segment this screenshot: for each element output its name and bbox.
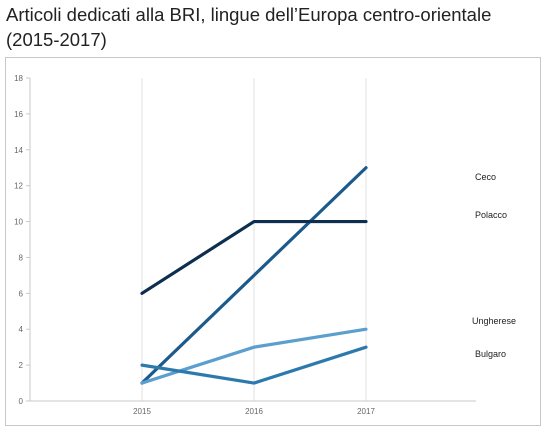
series-label-ungherese: Ungherese [472, 316, 516, 326]
y-tick-label-2: 2 [19, 361, 24, 370]
x-tick-label-2017: 2017 [357, 407, 375, 416]
y-tick-label-10: 10 [14, 218, 23, 227]
x-tick-label-2016: 2016 [245, 407, 263, 416]
y-tick-label-18: 18 [14, 74, 23, 83]
chart-title: Articoli dedicati alla BRI, lingue dell’… [6, 4, 492, 50]
y-tick-label-16: 16 [14, 110, 23, 119]
chart-frame [5, 57, 541, 426]
series-label-ceco: Ceco [475, 172, 496, 182]
y-tick-label-0: 0 [19, 397, 24, 406]
series-line-bulgaro [140, 345, 368, 385]
y-tick-label-4: 4 [19, 325, 24, 334]
y-tick-label-6: 6 [19, 289, 24, 298]
series-label-polacco: Polacco [475, 210, 507, 220]
y-tick-label-8: 8 [19, 253, 24, 262]
series-line-ceco [140, 166, 368, 385]
x-tick-label-2015: 2015 [133, 407, 151, 416]
series-label-bulgaro: Bulgaro [475, 349, 506, 359]
series-line-polacco [140, 219, 368, 295]
y-tick-label-12: 12 [14, 182, 23, 191]
y-tick-label-14: 14 [14, 146, 23, 155]
